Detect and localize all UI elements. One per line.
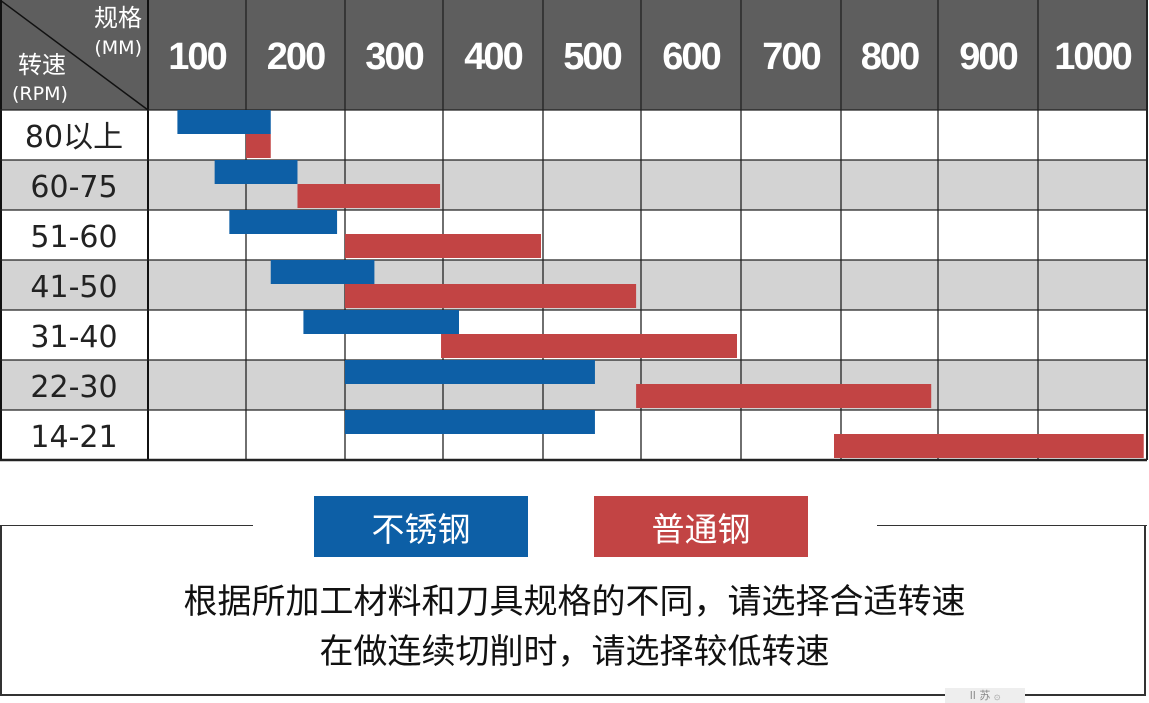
bar-stainless: [177, 110, 271, 134]
x-tick-label: 400: [464, 36, 522, 78]
bar-stainless: [303, 310, 459, 334]
row-label: 60-75: [30, 170, 117, 205]
bar-stainless: [214, 160, 298, 184]
note-line-1: 根据所加工材料和刀具规格的不同，请选择合适转速: [183, 582, 966, 622]
x-tick-label: 800: [861, 36, 919, 78]
row-bg: [0, 210, 1147, 260]
watermark: ll 苏 ۞: [945, 688, 1025, 703]
legend-line-left: [0, 525, 253, 526]
row-label: 22-30: [30, 370, 117, 405]
legend-line-right: [877, 525, 1147, 526]
note-line-2: 在做连续切削时，请选择较低转速: [319, 632, 830, 672]
legend-stainless-steel: 不锈钢: [314, 496, 528, 557]
x-tick-label: 200: [267, 36, 325, 78]
legend-ordinary-steel: 普通钢: [594, 496, 808, 557]
bar-stainless: [345, 360, 595, 384]
row-label: 41-50: [30, 270, 117, 305]
row-bg: [0, 110, 1147, 160]
corner-col-header: 规格: [94, 4, 142, 32]
speed-chart: 规格 (MM) 转速 (RPM) 100 200 300 400 500 600 700 800 900…: [0, 0, 1148, 462]
bar-ordinary: [636, 384, 932, 408]
x-tick-label: 100: [168, 36, 226, 78]
x-tick-label: 1000: [1054, 36, 1131, 78]
corner-diagonal: [0, 0, 149, 111]
header-bg: [0, 0, 1147, 110]
row-label: 80以上: [25, 120, 123, 155]
legend-ordinary-label: 普通钢: [651, 509, 751, 549]
row-bg: [0, 160, 1147, 210]
x-tick-label: 500: [563, 36, 621, 78]
bar-stainless: [345, 410, 595, 434]
row-label: 14-21: [30, 420, 117, 455]
x-tick-label: 700: [762, 36, 820, 78]
bar-stainless: [229, 210, 338, 234]
row-label: 51-60: [30, 220, 117, 255]
corner-row-header: 转速: [18, 51, 66, 79]
bar-ordinary: [345, 234, 541, 258]
bar-ordinary: [345, 284, 637, 308]
row-label: 31-40: [30, 320, 117, 355]
legend-box: [0, 526, 1146, 696]
bar-stainless: [270, 260, 375, 284]
x-tick-label: 300: [365, 36, 423, 78]
legend-stainless-label: 不锈钢: [371, 509, 471, 549]
corner-row-unit: (RPM): [12, 83, 68, 105]
bar-ordinary: [297, 184, 441, 208]
x-tick-label: 900: [959, 36, 1017, 78]
bar-ordinary: [834, 434, 1144, 458]
bar-ordinary: [246, 134, 271, 158]
x-tick-label: 600: [662, 36, 720, 78]
bar-ordinary: [441, 334, 737, 358]
corner-col-unit: (MM): [94, 37, 142, 59]
